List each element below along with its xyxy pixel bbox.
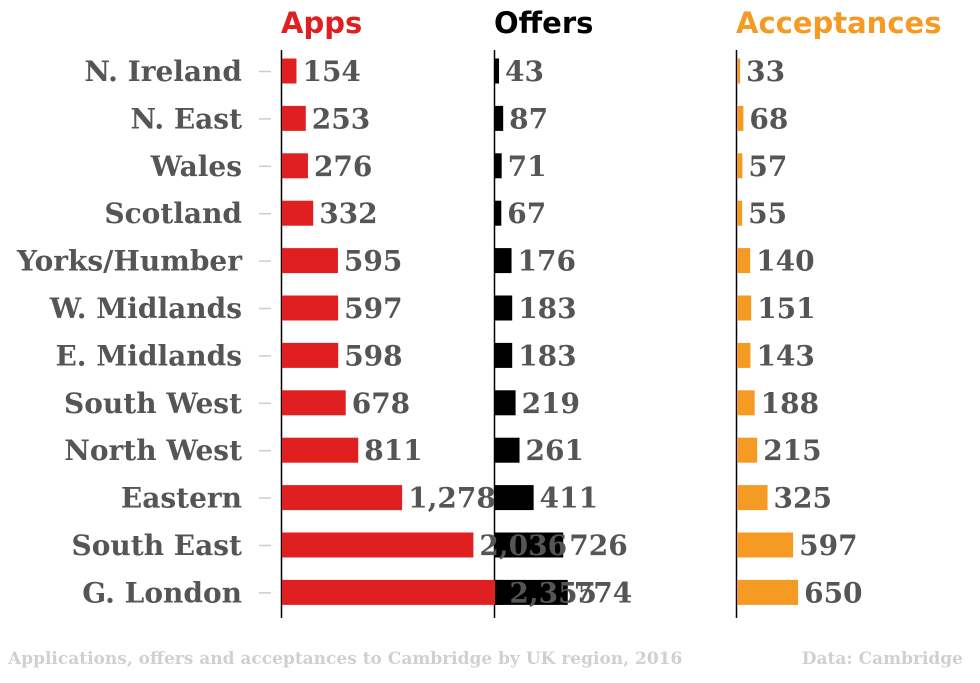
value-labels: 154 253 276 332 595 597 598 678 811 1,278 2,036 2,3… [302,55,862,609]
bar-offers-g-london [495,579,568,605]
bar-apps-n-east [282,105,306,131]
value-label-apps-w-midlands: 597 [344,292,402,325]
bar-offers-yorks-humber [495,248,512,274]
category-label-south-east: South East [72,529,243,562]
category-label-yorks-humber: Yorks/Humber [16,245,243,278]
bar-offers-eastern [495,485,534,511]
bar-offers-n-east [495,105,504,131]
bar-acceptances-g-london [737,579,799,605]
bar-offers-south-east [495,532,564,558]
value-label-acceptances-w-midlands: 151 [757,292,815,325]
category-label-north-west: North West [64,434,242,467]
bar-acceptances-south-west [737,390,755,416]
header-acceptances: Acceptances [736,6,941,40]
value-label-offers-n-ireland: 43 [505,55,544,88]
bar-apps-n-ireland [282,58,297,84]
value-label-offers-n-east: 87 [509,102,548,135]
category-label-e-midlands: E. Midlands [55,339,242,372]
value-label-offers-w-midlands: 183 [518,292,576,325]
value-label-offers-eastern: 411 [540,482,598,515]
value-label-apps-scotland: 332 [319,197,377,230]
bar-acceptances-w-midlands [737,295,752,321]
value-label-apps-south-west: 678 [352,387,410,420]
category-label-g-london: G. London [82,576,242,609]
value-label-apps-north-west: 811 [364,434,422,467]
category-label-scotland: Scotland [104,197,242,230]
value-label-offers-scotland: 67 [507,197,546,230]
value-label-acceptances-e-midlands: 143 [756,339,814,372]
bar-offers-n-ireland [495,58,500,84]
series-axes [280,50,738,618]
bar-apps-yorks-humber [282,248,338,274]
value-label-offers-north-west: 261 [526,434,584,467]
value-label-acceptances-g-london: 650 [804,576,862,609]
value-label-offers-south-east: 726 [569,529,627,562]
bar-apps-north-west [282,437,359,463]
category-label-n-east: N. East [131,102,243,135]
category-label-w-midlands: W. Midlands [49,292,242,325]
bar-offers-e-midlands [495,342,513,368]
value-label-apps-n-east: 253 [312,102,370,135]
chart-caption: Applications, offers and acceptances to … [7,649,682,669]
bar-acceptances-scotland [737,200,743,226]
value-label-offers-yorks-humber: 176 [518,245,576,278]
value-label-acceptances-n-ireland: 33 [746,55,785,88]
bar-apps-e-midlands [282,342,339,368]
category-label-eastern: Eastern [121,482,242,515]
bar-acceptances-north-west [737,437,758,463]
bar-acceptances-eastern [737,485,768,511]
header-offers: Offers [494,6,593,40]
bar-acceptances-n-ireland [737,58,741,84]
value-label-acceptances-south-east: 597 [799,529,857,562]
value-label-apps-wales: 276 [314,150,372,183]
value-label-offers-g-london: 774 [574,576,632,609]
bar-acceptances-wales [737,153,743,179]
header-apps: Apps [281,6,362,40]
bar-acceptances-south-east [737,532,794,558]
value-label-apps-n-ireland: 154 [302,55,360,88]
value-label-acceptances-south-west: 188 [761,387,819,420]
bar-acceptances-n-east [737,105,744,131]
value-label-apps-yorks-humber: 595 [344,245,402,278]
value-label-acceptances-scotland: 55 [748,197,787,230]
value-label-offers-e-midlands: 183 [518,339,576,372]
bar-apps-w-midlands [282,295,339,321]
bar-acceptances-yorks-humber [737,248,751,274]
value-label-offers-south-west: 219 [522,387,580,420]
bars [282,58,799,605]
bar-offers-w-midlands [495,295,513,321]
value-label-apps-eastern: 1,278 [408,482,496,515]
bar-apps-eastern [282,485,403,511]
value-label-acceptances-wales: 57 [748,150,787,183]
value-label-apps-south-east: 2,036 [479,529,567,562]
category-labels: N. Ireland N. East Wales Scotland Yorks/Humb… [16,55,271,609]
value-label-acceptances-north-west: 215 [763,434,821,467]
bar-apps-south-east [282,532,474,558]
bar-offers-wales [495,153,502,179]
value-label-apps-g-london: 2,355 [509,576,597,609]
bar-apps-scotland [282,200,314,226]
category-label-wales: Wales [150,150,242,183]
bar-offers-south-west [495,390,516,416]
bar-apps-wales [282,153,308,179]
series-headers: Apps Offers Acceptances [281,6,941,40]
bar-acceptances-e-midlands [737,342,751,368]
bar-offers-scotland [495,200,502,226]
value-label-acceptances-eastern: 325 [774,482,832,515]
bar-apps-south-west [282,390,346,416]
value-label-offers-wales: 71 [508,150,547,183]
category-label-south-west: South West [64,387,242,420]
data-source: Data: Cambridge [802,649,963,669]
bar-apps-g-london [282,579,504,605]
value-label-apps-e-midlands: 598 [344,339,402,372]
category-label-n-ireland: N. Ireland [84,55,242,88]
value-label-acceptances-yorks-humber: 140 [756,245,814,278]
value-label-acceptances-n-east: 68 [749,102,788,135]
bar-offers-north-west [495,437,520,463]
